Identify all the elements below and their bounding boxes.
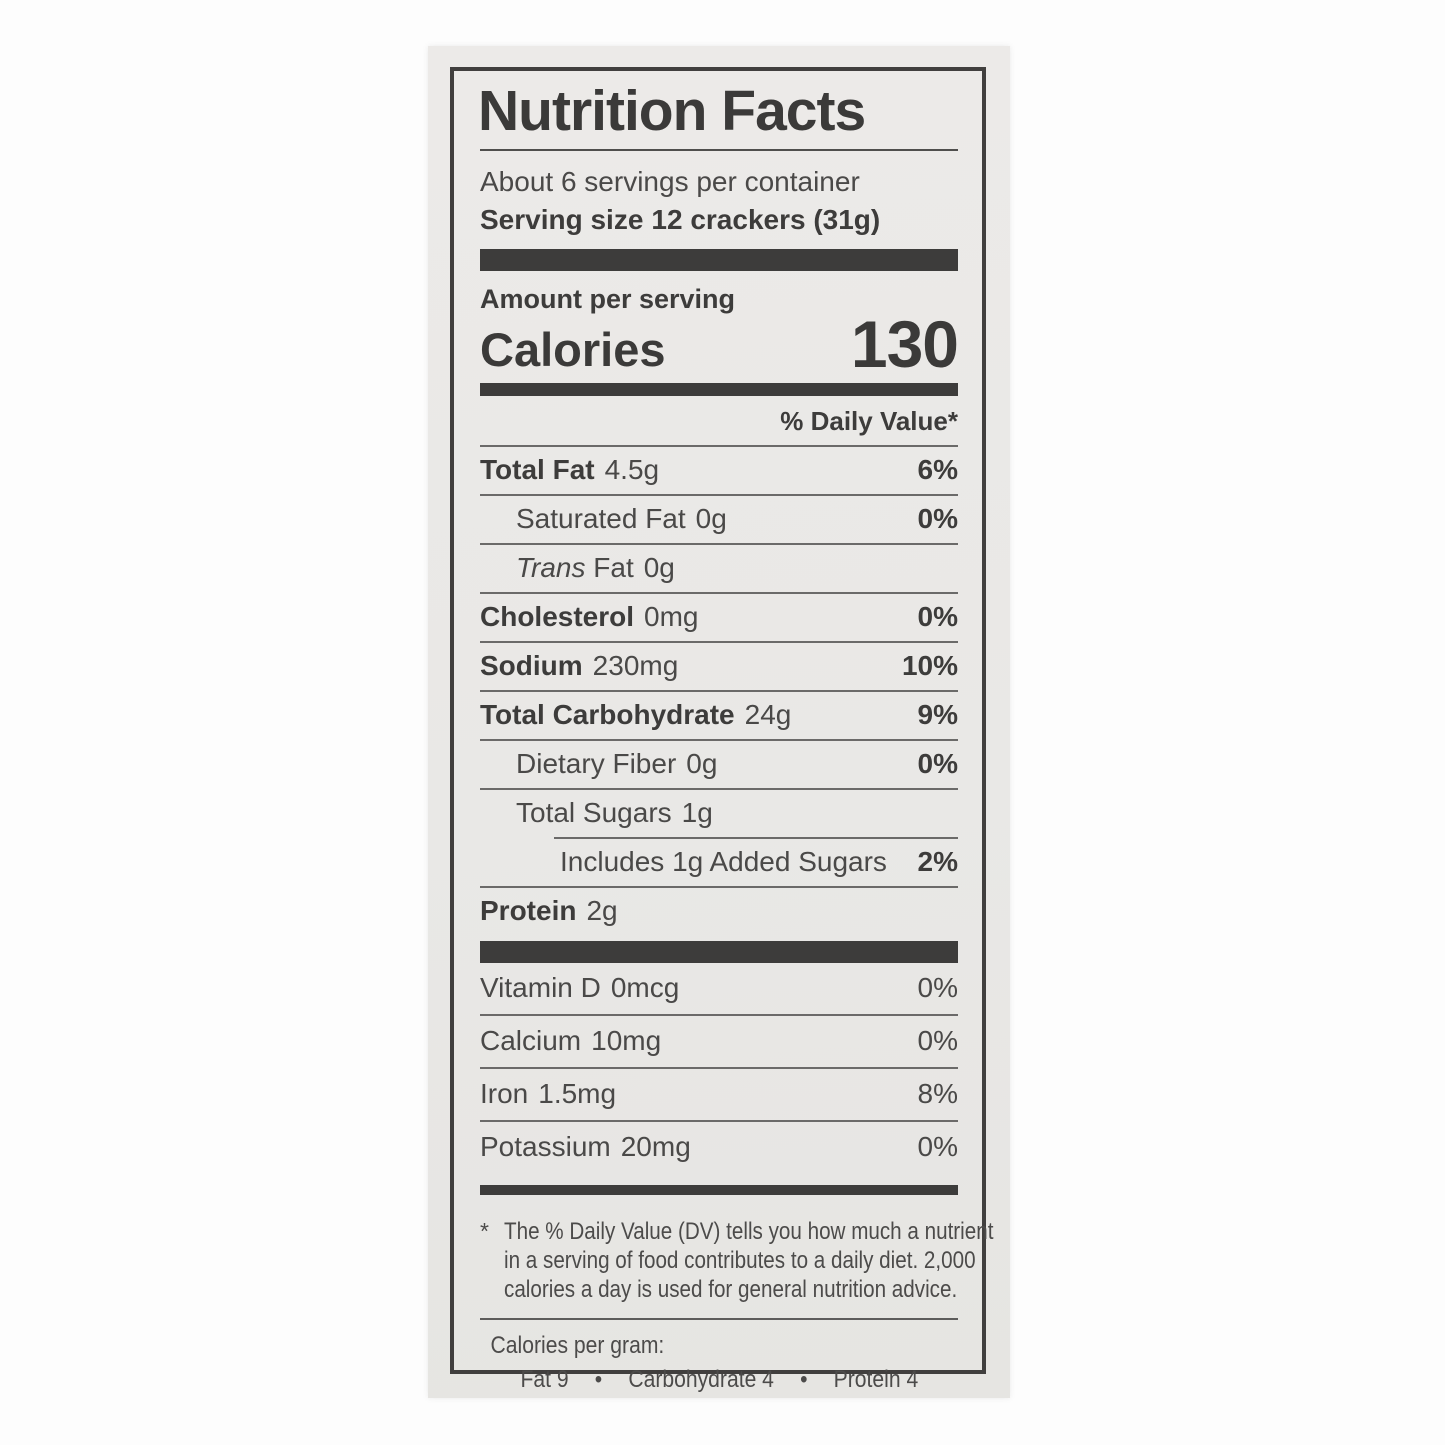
cpg-carbohydrate: Carbohydrate 4 [628,1366,774,1393]
nutrient-row-total-sugars: Total Sugars 1g [516,797,713,828]
footnote-rule [480,1318,958,1320]
rule [480,592,958,594]
calories-label: Calories [480,323,666,377]
calories-per-gram-section: Calories per gram: Fat 9 • Carbohydrate … [480,1332,919,1393]
nutrient-row-trans-fat: Trans Fat 0g [516,552,675,583]
nutrient-row-saturated-fat: Saturated Fat 0g 0% [516,503,958,534]
serving-size-label: Serving size [480,204,644,235]
amount-per-serving-label: Amount per serving [480,284,736,314]
vitamin-row-potassium: Potassium 20mg 0% [480,1131,958,1162]
separator-bar-bottom [480,1185,958,1195]
nutrient-row-protein: Protein 2g [480,895,618,926]
nutrition-facts-label: Nutrition Facts About 6 servings per con… [450,67,993,1393]
rule [480,445,958,447]
rule [480,543,958,545]
rule-indented [554,837,958,839]
dv-value: 0% [917,748,958,779]
rule [480,1067,958,1069]
bullet-icon: • [594,1366,603,1393]
rule [480,690,958,692]
title-rule [480,149,958,151]
rule [480,886,958,888]
dv-value: 0% [917,503,958,534]
footnote-text: The % Daily Value (DV) tells you how muc… [504,1218,994,1303]
calories-row: Calories 130 [480,306,959,381]
calories-per-gram-label: Calories per gram: [490,1332,665,1359]
vitamin-row-iron: Iron 1.5mg 8% [480,1078,958,1109]
nutrient-row-total-fat: Total Fat 4.5g 6% [480,454,958,485]
daily-value-footnote: * The % Daily Value (DV) tells you how m… [480,1217,993,1304]
label-title: Nutrition Facts [478,79,866,143]
separator-bar-mid [480,941,958,963]
rule [480,1014,958,1016]
dv-value: 2% [917,846,958,877]
nutrient-row-cholesterol: Cholesterol 0mg 0% [480,601,958,632]
nutrient-row-dietary-fiber: Dietary Fiber 0g 0% [516,748,958,779]
dv-value: 9% [917,699,958,730]
label-paper: Nutrition Facts About 6 servings per con… [428,46,1010,1398]
bullet-icon: • [800,1366,808,1393]
dv-value: 0% [917,601,958,632]
separator-bar-calories [480,383,958,396]
footnote-marker: * [480,1218,489,1244]
nutrient-row-total-carbohydrate: Total Carbohydrate 24g 9% [480,699,958,730]
cpg-protein: Protein 4 [833,1366,919,1393]
rule [480,739,958,741]
rule [480,1120,958,1122]
rule [480,494,958,496]
cpg-fat: Fat 9 [520,1366,569,1393]
servings-per-container: About 6 servings per container [480,166,860,197]
dv-value: 8% [917,1078,958,1109]
separator-bar-top [480,249,958,271]
dv-value: 0% [917,1025,958,1056]
vitamin-row-calcium: Calcium 10mg 0% [480,1025,958,1056]
serving-size-value: 12 crackers (31g) [651,204,881,235]
rule [480,788,958,790]
nutrient-row-sodium: Sodium 230mg 10% [480,650,958,681]
dv-value: 0% [917,972,958,1003]
dv-value: 0% [917,1131,958,1162]
serving-size-row: Serving size 12 crackers (31g) [480,205,958,235]
daily-value-header: % Daily Value* [780,406,958,436]
vitamin-row-vitamin-d: Vitamin D 0mcg 0% [480,972,958,1003]
nutrient-row-added-sugars: Includes 1g Added Sugars 2% [560,846,958,877]
calories-per-gram-values: Fat 9 • Carbohydrate 4 • Protein 4 [520,1366,918,1393]
rule [480,641,958,643]
dv-value: 10% [901,650,958,681]
calories-value: 130 [850,306,959,381]
dv-value: 6% [917,454,958,485]
